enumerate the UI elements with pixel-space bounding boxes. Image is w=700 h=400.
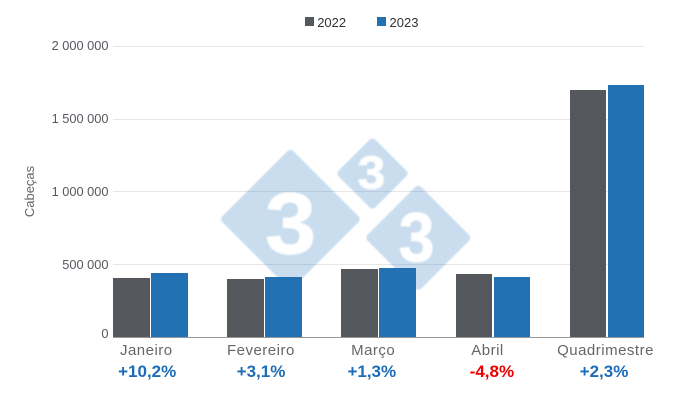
svg-text:3: 3 — [358, 147, 386, 199]
svg-text:3: 3 — [265, 176, 316, 273]
svg-text:3: 3 — [399, 198, 435, 276]
